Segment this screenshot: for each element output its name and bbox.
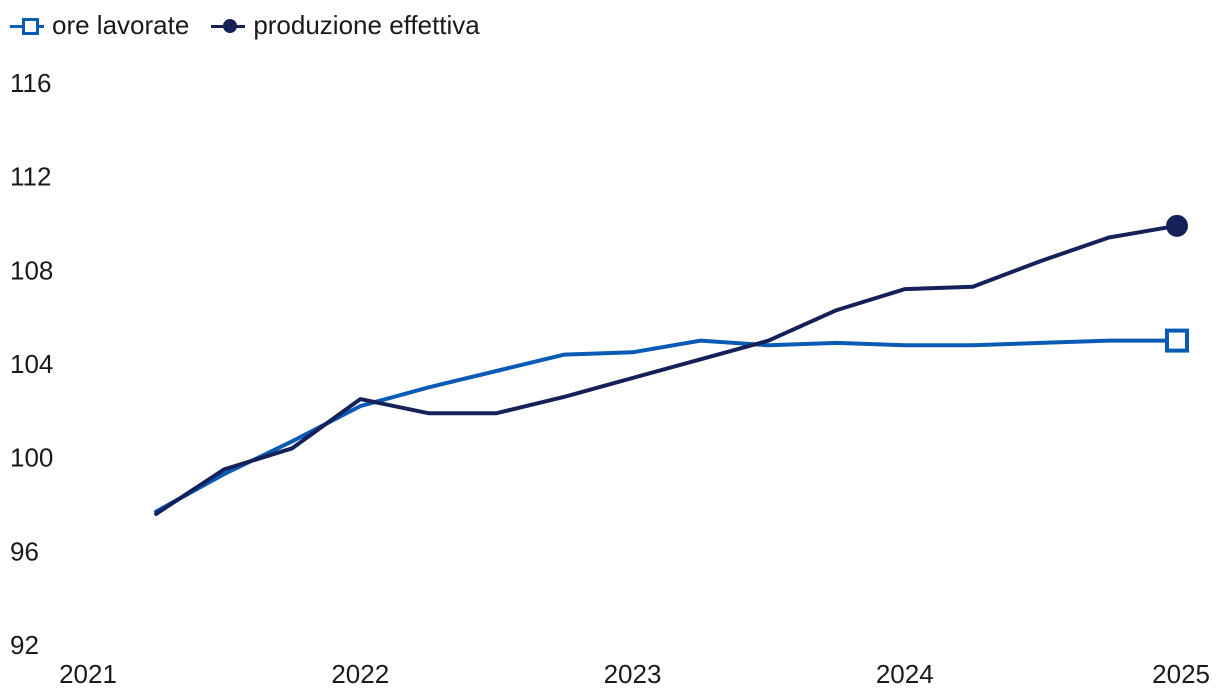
legend-label-ore-lavorate: ore lavorate xyxy=(52,10,190,40)
legend: ore lavorate produzione effettiva xyxy=(10,10,480,41)
y-tick-label: 104 xyxy=(10,349,53,379)
y-tick-label: 92 xyxy=(10,630,39,660)
y-tick-label: 100 xyxy=(10,443,53,473)
y-axis-ticks: 92 96 100 104 108 112 116 xyxy=(10,68,53,660)
x-axis-ticks: 2021 2022 2023 2024 2025 xyxy=(59,659,1210,689)
series-end-markers xyxy=(1165,214,1189,353)
legend-item-produzione-effettiva: produzione effettiva xyxy=(211,10,480,41)
x-tick-label: 2021 xyxy=(59,659,117,689)
y-tick-label: 112 xyxy=(10,162,51,192)
x-tick-label: 2024 xyxy=(876,659,934,689)
legend-square-marker-icon xyxy=(10,16,44,36)
series-lines xyxy=(154,223,1179,516)
y-tick-label: 116 xyxy=(10,68,51,98)
legend-dot-marker-icon xyxy=(211,16,246,36)
x-tick-label: 2025 xyxy=(1152,659,1210,689)
legend-item-ore-lavorate: ore lavorate xyxy=(10,10,189,41)
series-line-ore-lavorate xyxy=(154,338,1179,514)
x-tick-label: 2023 xyxy=(604,659,662,689)
x-tick-label: 2022 xyxy=(331,659,389,689)
end-marker-produzione-effettiva xyxy=(1166,214,1188,237)
end-marker-ore-lavorate xyxy=(1165,328,1189,353)
y-tick-label: 108 xyxy=(10,255,53,285)
legend-label-produzione-effettiva: produzione effettiva xyxy=(253,10,480,40)
y-tick-label: 96 xyxy=(10,536,39,566)
series-line-produzione-effettiva xyxy=(154,223,1179,516)
